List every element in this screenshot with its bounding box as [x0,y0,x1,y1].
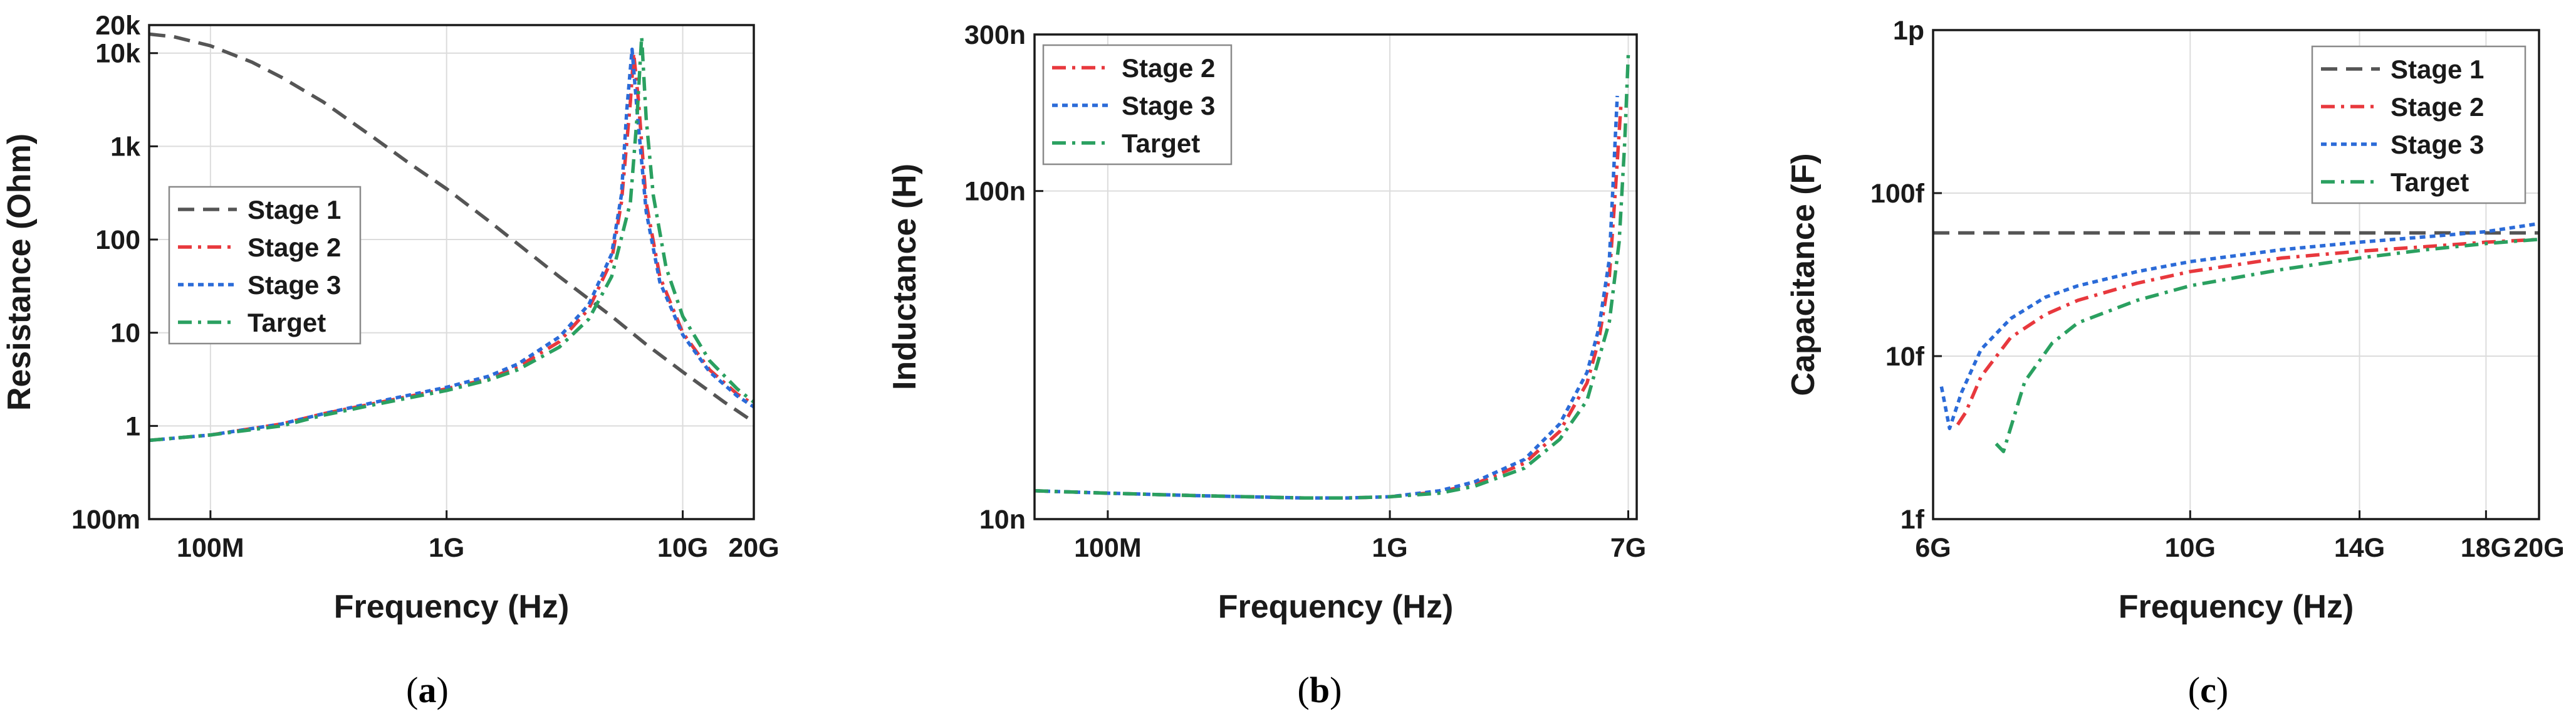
x-tick-label: 1G [429,533,464,563]
legend-entry: Target [248,308,326,337]
y-tick-label: 300n [964,20,1026,50]
y-tick-label: 100 [95,225,140,255]
y-axis-label: Inductance (H) [887,164,923,390]
x-tick-label: 100M [1074,533,1142,563]
y-tick-label: 20k [95,11,140,41]
legend-box [168,186,362,345]
legend-entry: Stage 1 [2391,55,2484,84]
legend-entry: Target [1122,129,1200,158]
y-tick-label: 10f [1885,342,1925,372]
y-tick-label: 10k [95,39,140,69]
series-line-target [1995,238,2539,453]
x-axis-label: Frequency (Hz) [1218,589,1454,625]
legend-entry: Stage 2 [1122,53,1215,83]
y-tick-label: 10 [110,318,140,349]
legend-entry: Target [2391,167,2469,197]
x-tick-label: 10G [2165,533,2216,563]
series-line-stage-2 [1956,238,2539,426]
y-axis-label: Resistance (Ohm) [1,134,38,411]
y-tick-label: 100m [71,505,140,535]
legend-entry: Stage 2 [248,233,341,262]
legend-entry: Stage 3 [1122,91,1215,120]
x-axis-label: Frequency (Hz) [334,589,570,625]
legend-entry: Stage 1 [248,195,341,224]
chart-panel-b: 100M 1G 7G 10n 100n 300n Frequency (Hz) Inducta… [887,20,1646,710]
panel-caption: (a) [406,670,449,710]
x-tick-label: 1G [1372,533,1407,563]
series-line-stage-2 [1035,103,1623,500]
x-tick-label: 10G [657,533,708,563]
series-line-stage-1 [149,32,754,424]
x-tick-label: 7G [1610,533,1646,563]
series-line-target [149,34,754,443]
legend: Stage 1 Stage 2 Stage 3 Target [2311,45,2526,204]
y-tick-label: 1p [1893,16,1924,46]
x-tick-label: 20G [2513,533,2564,563]
legend-entry: Stage 3 [2391,130,2484,159]
y-tick-label: 1f [1901,505,1925,535]
x-tick-label: 100M [177,533,244,563]
legend-entry: Stage 3 [248,270,341,300]
y-axis-label: Capacitance (F) [1785,153,1822,396]
legend: Stage 2 Stage 3 Target [1042,44,1233,166]
plot-frame [1033,33,1638,520]
y-tick-label: 1 [125,411,140,441]
series-line-stage-2 [149,51,754,443]
y-tick-label: 100f [1870,179,1925,209]
x-axis-label: Frequency (Hz) [2119,589,2354,625]
y-tick-label: 100n [964,177,1026,207]
chart-panel-c: 6G 10G 14G 18G 20G 1f 10f 100f 1p Frequency (Hz) C… [1785,16,2565,710]
panel-caption: (c) [2188,670,2228,710]
legend-entry: Stage 2 [2391,92,2484,122]
x-tick-label: 20G [728,533,779,563]
series-line-stage-3 [1939,221,2539,431]
y-tick-label: 10n [979,505,1026,535]
x-tick-label: 6G [1915,533,1951,563]
panel-caption: (b) [1298,670,1342,710]
legend-box [2311,45,2526,204]
y-tick-label: 1k [110,132,140,162]
legend: Stage 1 Stage 2 Stage 3 Target [168,186,362,345]
plot-frame [1932,29,2540,520]
series-line-stage-3 [149,47,754,443]
x-tick-label: 14G [2334,533,2385,563]
series-line-stage-3 [1035,95,1619,500]
x-tick-label: 18G [2461,533,2511,563]
plot-frame [148,24,755,520]
